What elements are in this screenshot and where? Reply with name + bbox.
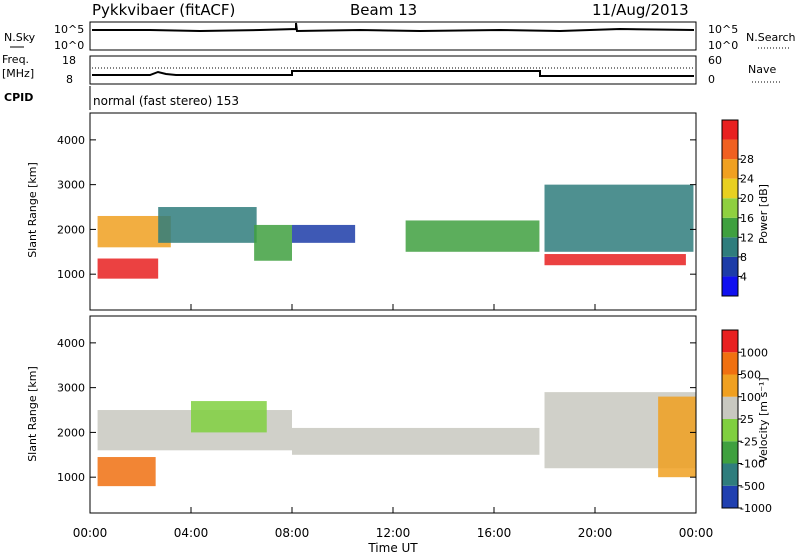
power-colorbar-segment — [722, 237, 738, 257]
velocity-colorbar-segment — [722, 374, 738, 397]
velocity-colorbar-tick-label: -1000 — [740, 502, 772, 515]
noise-right-tick-top: 10^5 — [708, 23, 738, 36]
date-title: 11/Aug/2013 — [592, 1, 689, 19]
xtick-label: 00:00 — [679, 526, 714, 540]
power-echo-region-4 — [292, 224, 356, 243]
noise-left-tick-bottom: 10^0 — [54, 39, 84, 52]
freq-left-label-2: [MHz] — [2, 67, 34, 80]
xtick-label: 04:00 — [174, 526, 209, 540]
velocity-colorbar-segment — [722, 419, 738, 442]
power-ytick-label: 2000 — [57, 223, 85, 236]
power-ytick-label: 1000 — [57, 268, 85, 281]
power-colorbar: 4 8 12 16 20 24 28 — [721, 119, 754, 297]
power-colorbar-segment — [722, 198, 738, 218]
velocity-colorbar-tick-label: 100 — [740, 391, 761, 404]
freq-left-tick-top: 18 — [62, 54, 76, 67]
power-colorbar-segment — [722, 159, 738, 179]
xtick-label: 20:00 — [578, 526, 613, 540]
velocity-colorbar-tick-label: 500 — [740, 369, 761, 382]
power-colorbar-segment — [722, 178, 738, 199]
power-colorbar-segment — [722, 276, 738, 296]
freq-left-label-1: Freq. — [2, 53, 29, 66]
power-data-layer — [97, 184, 694, 279]
velocity-ytick-label: 3000 — [57, 382, 85, 395]
velocity-echo-region-0 — [97, 457, 156, 487]
power-echo-region-0 — [97, 258, 159, 279]
power-colorbar-tick-label: 28 — [740, 153, 754, 166]
power-colorbar-tick-label: 4 — [740, 270, 747, 283]
velocity-colorbar-segment — [722, 463, 738, 486]
noise-panel-frame — [89, 21, 697, 51]
velocity-colorbar-tick-label: -500 — [740, 480, 765, 493]
xtick-label: 08:00 — [275, 526, 310, 540]
power-colorbar-tick-label: 8 — [740, 251, 747, 264]
x-axis-label: Time UT — [367, 541, 418, 554]
power-colorbar-tick-label: 24 — [740, 173, 754, 186]
velocity-colorbar-segment — [722, 485, 738, 508]
noise-left-tick-top: 10^5 — [54, 23, 84, 36]
nave-label: Nave — [748, 63, 776, 76]
noise-right-label: N.Search — [746, 31, 796, 44]
freq-right-tick-top: 60 — [708, 54, 722, 67]
power-echo-region-6 — [544, 254, 686, 266]
velocity-colorbar-segment — [722, 441, 738, 464]
velocity-colorbar-segment — [722, 352, 738, 375]
x-axis-ticks: 00:00 04:00 08:00 12:00 16:00 20:00 00:00 — [73, 304, 714, 540]
xtick-label: 12:00 — [376, 526, 411, 540]
velocity-ylabel: Slant Range [km] — [26, 366, 39, 462]
noise-left-label: N.Sky — [4, 31, 36, 44]
power-colorbar-label: Power [dB] — [757, 184, 770, 244]
velocity-colorbar-tick-label: -25 — [740, 435, 758, 448]
power-colorbar-segment — [722, 256, 738, 277]
velocity-colorbar-tick-label: -100 — [740, 458, 765, 471]
power-y-ticks: 1000 2000 3000 4000 — [57, 134, 696, 281]
station-title: Pykkvibaer (fitACF) — [92, 1, 235, 19]
velocity-colorbar-tick-label: 1000 — [740, 346, 768, 359]
power-echo-region-3 — [254, 224, 292, 261]
velocity-y-ticks: 1000 2000 3000 4000 — [57, 337, 696, 484]
velocity-colorbar-tick-label: 25 — [740, 413, 754, 426]
power-colorbar-tick-label: 20 — [740, 192, 754, 205]
velocity-colorbar-segment — [722, 330, 738, 353]
power-echo-region-5 — [405, 220, 540, 252]
cpid-label: CPID — [4, 91, 33, 104]
xtick-label: 00:00 — [73, 526, 108, 540]
power-ylabel: Slant Range [km] — [26, 162, 39, 258]
freq-panel-frame — [89, 55, 697, 85]
power-colorbar-frame — [721, 119, 739, 297]
velocity-echo-region-3 — [292, 427, 540, 455]
power-colorbar-segment — [722, 217, 738, 238]
velocity-colorbar-segment — [722, 396, 738, 419]
power-colorbar-segment — [722, 120, 738, 140]
freq-right-tick-bottom: 0 — [708, 73, 715, 86]
power-ytick-label: 4000 — [57, 134, 85, 147]
velocity-colorbar-label: Velocity [m s⁻¹] — [757, 377, 770, 462]
noise-trace — [92, 22, 695, 33]
velocity-ytick-label: 4000 — [57, 337, 85, 350]
noise-right-tick-bottom: 10^0 — [708, 39, 738, 52]
freq-trace — [92, 70, 694, 77]
power-ytick-label: 3000 — [57, 179, 85, 192]
beam-title: Beam 13 — [350, 1, 417, 19]
velocity-data-layer — [97, 392, 696, 487]
power-panel: Slant Range [km] 1000 2000 3000 4000 — [26, 112, 697, 311]
velocity-colorbar: 1000 500 100 25 -25 -100 -500 -1000 — [721, 329, 772, 515]
velocity-ytick-label: 2000 — [57, 426, 85, 439]
velocity-ytick-label: 1000 — [57, 471, 85, 484]
velocity-echo-region-5 — [658, 396, 696, 478]
power-colorbar-tick-label: 12 — [740, 231, 754, 244]
power-echo-region-2 — [158, 207, 257, 243]
velocity-panel: Slant Range [km] 1000 2000 3000 4000 — [26, 315, 697, 514]
power-echo-region-7 — [544, 184, 694, 252]
power-colorbar-tick-label: 16 — [740, 212, 754, 225]
velocity-echo-region-2 — [191, 401, 267, 433]
cpid-text: normal (fast stereo) 153 — [93, 94, 239, 108]
xtick-label: 16:00 — [477, 526, 512, 540]
power-colorbar-segment — [722, 139, 738, 160]
freq-left-tick-bottom: 8 — [66, 73, 73, 86]
